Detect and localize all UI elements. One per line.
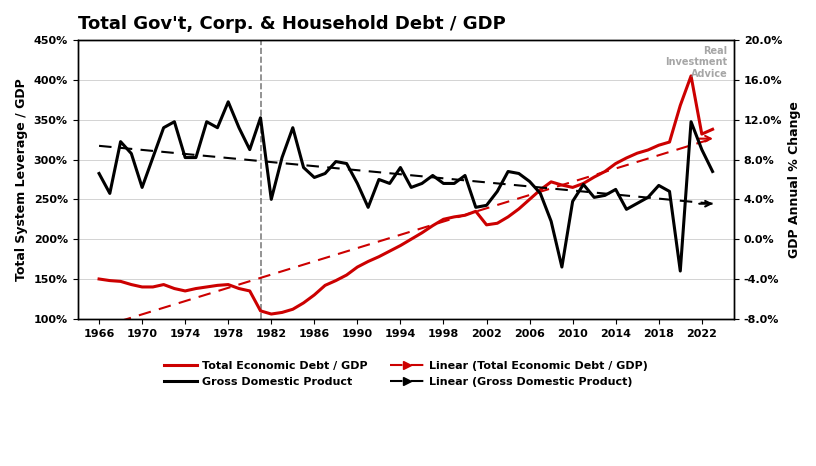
- Legend: Total Economic Debt / GDP, Gross Domestic Product, Linear (Total Economic Debt /: Total Economic Debt / GDP, Gross Domesti…: [159, 357, 653, 391]
- Y-axis label: GDP Annual % Change: GDP Annual % Change: [788, 101, 801, 258]
- Text: Total Gov't, Corp. & Household Debt / GDP: Total Gov't, Corp. & Household Debt / GD…: [78, 15, 505, 33]
- Text: Real
Investment
Advice: Real Investment Advice: [665, 46, 728, 79]
- Y-axis label: Total System Leverage / GDP: Total System Leverage / GDP: [15, 78, 28, 281]
